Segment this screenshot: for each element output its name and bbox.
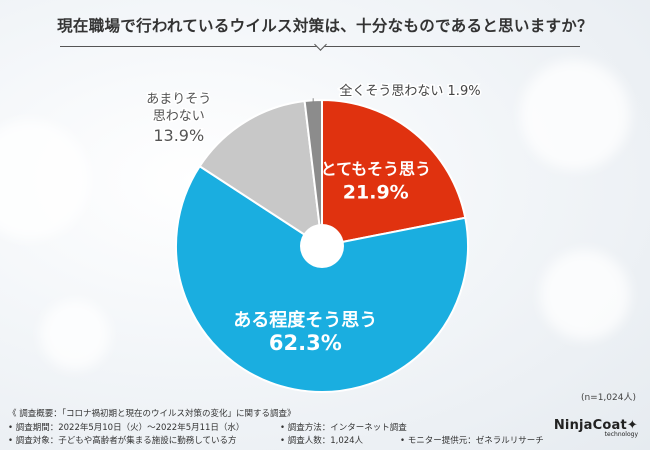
logo-text: NinjaCoat✦ [553, 418, 638, 433]
pie-label-4: 全くそう思わない 1.9% [339, 83, 480, 99]
pie-slice-3 [198, 99, 324, 249]
survey-count: • 調査人数：1,024人 [280, 436, 364, 446]
logo-subtext: technology [604, 431, 638, 438]
sample-size-label: (n=1,024人) [580, 393, 636, 403]
survey-method: • 調査方法：インターネット調査 [280, 422, 407, 433]
pie-label-2: ある程度そう思う [233, 309, 377, 331]
survey-period: • 調査期間：2022年5月10日（火）～2022年5月11日（水） [8, 422, 245, 433]
chart-title: 現在職場で行われているウイルス対策は、十分なものであると思いますか？ [57, 17, 593, 35]
pie-label-1: とてもそう思う [321, 160, 431, 179]
pie-value-3: 13.9% [153, 126, 204, 145]
pie-slices [175, 98, 469, 393]
ninjacoat-logo: NinjaCoat✦ technology [554, 418, 638, 438]
survey-target: • 調査対象：子どもや高齢者が集まる施設に勤務している方 [8, 436, 237, 446]
pie-slice-2 [175, 164, 469, 393]
survey-summary: 《 調査概要：「コロナ禍初期と現在のウイルス対策の変化」に関する調査》 [8, 409, 296, 419]
title-underline [60, 46, 580, 47]
survey-provider: • モニター提供元：ゼネラルリサーチ [400, 436, 544, 446]
pie-value-2: 62.3% [269, 331, 342, 355]
pie-label-3-line1: あまりそう [146, 92, 211, 107]
pie-slice-1 [321, 98, 467, 248]
pie-center-hole [300, 224, 344, 268]
pie-label-3-line2: 思わない [153, 109, 205, 124]
survey-notes: 《 調査概要：「コロナ禍初期と現在のウイルス対策の変化」に関する調査》 • 調査… [8, 408, 544, 449]
pie-value-1: 21.9% [343, 182, 409, 204]
